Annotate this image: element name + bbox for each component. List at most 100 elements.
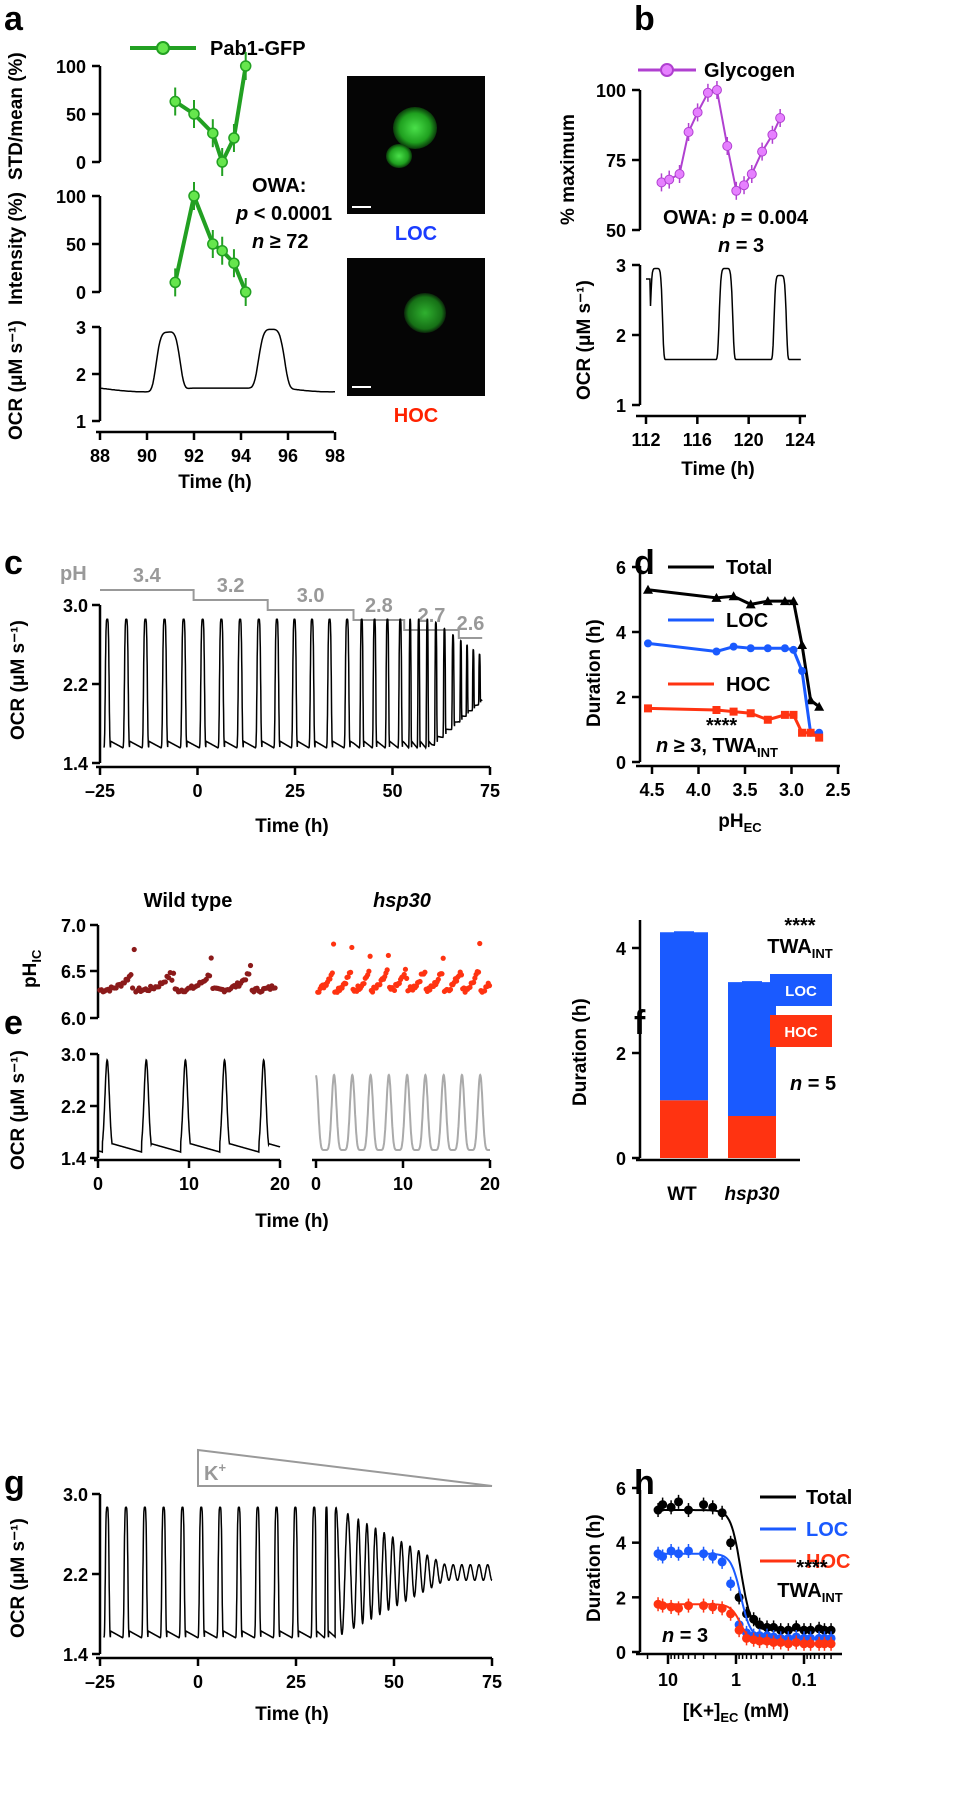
series-line-loc bbox=[647, 641, 820, 735]
h-point-total bbox=[699, 1500, 709, 1510]
ph-point-wt bbox=[162, 979, 168, 985]
ph-point-hsp30 bbox=[482, 988, 488, 994]
cell-large bbox=[393, 107, 437, 149]
h-point-hoc bbox=[769, 1637, 779, 1647]
x-label-c: Time (h) bbox=[255, 816, 329, 837]
panel-e-ph-points bbox=[97, 940, 493, 995]
x-tick-label: 90 bbox=[137, 446, 157, 466]
h-ylabel: Duration (h) bbox=[584, 1514, 605, 1622]
ocr-trace-wt bbox=[97, 1058, 281, 1154]
glycogen-point bbox=[731, 185, 742, 196]
y-tick-label: 0 bbox=[616, 753, 626, 773]
y-tick-label: 4 bbox=[616, 1534, 626, 1554]
intensity-ylabel: Intensity (%) bbox=[6, 192, 27, 305]
hoc-point bbox=[806, 728, 815, 737]
ph-step-line bbox=[100, 589, 483, 639]
c-tick-3.0: 3.0 bbox=[63, 596, 88, 616]
total-point bbox=[797, 640, 808, 649]
h-point-hoc bbox=[717, 1603, 727, 1613]
std-mean-point bbox=[239, 60, 252, 72]
glycogen-point bbox=[739, 180, 750, 191]
legend-label-total: Total bbox=[726, 557, 772, 579]
panel-h-series bbox=[653, 1494, 836, 1651]
ph-point-wt bbox=[247, 962, 254, 969]
owa-b: OWA: p = 0.004 bbox=[663, 207, 809, 229]
n-note-d: n ≥ 3, TWAINT bbox=[656, 735, 778, 760]
e-ocr-tick-1.4: 1.4 bbox=[61, 1149, 86, 1169]
ph-point-hsp30 bbox=[384, 967, 390, 973]
panel-d: 0 2 4 6 Duration (h) Total LOC HOC 4.5 4.0 3.5 3… bbox=[584, 557, 851, 835]
x-tick-label: 2.5 bbox=[825, 780, 850, 800]
series-line-total bbox=[647, 588, 821, 708]
h-point-total bbox=[799, 1625, 809, 1635]
ph-point-hsp30 bbox=[385, 952, 391, 959]
e-ocr-tick-3.0: 3.0 bbox=[61, 1045, 86, 1065]
ph-point-wt bbox=[243, 977, 249, 983]
ph-point-hsp30 bbox=[402, 966, 409, 972]
intensity-point bbox=[188, 190, 200, 202]
ocr-a-ylabel: OCR (μM s⁻¹) bbox=[6, 320, 27, 440]
legend-label-hoc: HOC bbox=[806, 1551, 850, 1573]
h-point-total bbox=[819, 1625, 829, 1635]
x-tick-label: 50 bbox=[382, 781, 402, 801]
e-ph-tick-6.0: 6.0 bbox=[61, 1009, 86, 1029]
total-point bbox=[745, 599, 756, 609]
x-tick-label: 25 bbox=[286, 1672, 306, 1692]
hoc-point bbox=[729, 707, 738, 716]
std-tick-50: 50 bbox=[66, 105, 86, 125]
intensity-point bbox=[216, 244, 228, 257]
h-point-loc bbox=[708, 1551, 718, 1561]
title-hsp30: hsp30 bbox=[373, 890, 431, 912]
f-ylabel: Duration (h) bbox=[570, 998, 591, 1106]
x-tick-label: 4.5 bbox=[639, 780, 664, 800]
x-tick-label: 112 bbox=[631, 430, 660, 450]
int-tick-50: 50 bbox=[66, 235, 86, 255]
glycogen-point bbox=[775, 113, 786, 123]
x-tick-label: 20 bbox=[270, 1174, 290, 1194]
series-line-hoc bbox=[647, 706, 820, 739]
panel-c: pH 3.4 3.2 3.0 2.8 2.7 2.6 1.4 2.2 3.0 OCR (μ… bbox=[8, 563, 500, 837]
h-point-hoc bbox=[674, 1603, 684, 1613]
ocr-trace-hsp30 bbox=[315, 1073, 490, 1151]
ph-point-hsp30 bbox=[329, 970, 335, 976]
panel-b: Glycogen 50 75 100 % maximum OWA: p = 0.… bbox=[558, 60, 815, 480]
ocr-b-tick-3: 3 bbox=[616, 256, 626, 276]
twa-h: TWAINT bbox=[777, 1580, 842, 1605]
h-point-hoc bbox=[683, 1601, 693, 1611]
ph-point-hsp30 bbox=[361, 980, 367, 987]
h-point-hoc bbox=[734, 1625, 744, 1635]
x-tick-label: 3.5 bbox=[732, 780, 757, 800]
loc-point bbox=[798, 667, 807, 675]
ph-point-hsp30 bbox=[440, 955, 446, 961]
ph-point-wt bbox=[128, 972, 134, 978]
y-tick-label: 6 bbox=[616, 558, 626, 578]
x-tick-label: 0.1 bbox=[791, 1670, 816, 1690]
ph-point-hsp30 bbox=[447, 986, 454, 993]
h-point-loc bbox=[683, 1546, 693, 1556]
ph-point-hsp30 bbox=[471, 979, 477, 986]
x-tick-label: 94 bbox=[231, 446, 251, 466]
y-tick-label: 0 bbox=[616, 1149, 626, 1169]
x-tick-label: 20 bbox=[480, 1174, 500, 1194]
ocr-b-tick-1: 1 bbox=[616, 396, 626, 416]
ph-point-hsp30 bbox=[391, 987, 398, 994]
std-mean-point bbox=[169, 95, 181, 108]
x-tick-label: 124 bbox=[785, 430, 815, 450]
ph-point-hsp30 bbox=[477, 940, 483, 947]
total-point bbox=[814, 701, 825, 711]
ph-point-hsp30 bbox=[453, 978, 460, 984]
ph-step-label: 2.6 bbox=[457, 613, 485, 635]
legend-marker-glycogen bbox=[660, 63, 674, 77]
hoc-point bbox=[746, 709, 755, 718]
ocr-trace-g bbox=[103, 1506, 493, 1639]
legend-label-glycogen: Glycogen bbox=[704, 60, 795, 82]
ph-point-wt bbox=[206, 973, 213, 979]
ocr-a-tick-1: 1 bbox=[76, 412, 86, 432]
glyc-tick-50: 50 bbox=[606, 221, 626, 241]
legend-label-hoc: HOC bbox=[784, 1024, 818, 1041]
x-tick-label: 4.0 bbox=[686, 780, 711, 800]
glyc-tick-100: 100 bbox=[596, 81, 626, 101]
y-tick-label: 2 bbox=[616, 688, 626, 708]
std-mean-point bbox=[228, 132, 240, 144]
x-tick-label: 75 bbox=[482, 1672, 502, 1692]
